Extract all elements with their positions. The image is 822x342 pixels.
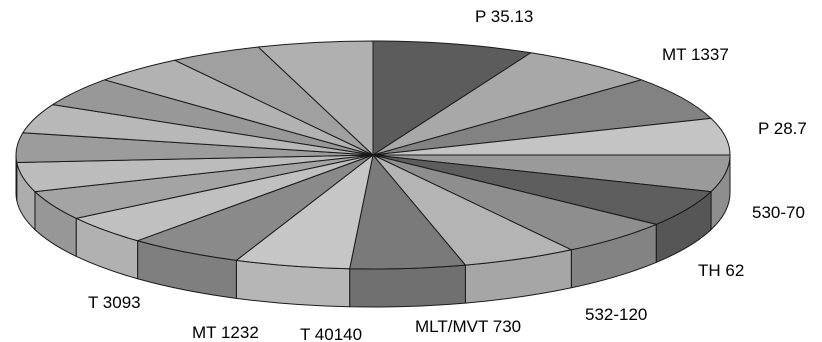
pie-slice-label-8: MLT/MVT 730 [415,317,521,336]
pie-slice-label-5: 530-70 [752,203,805,222]
pie-slice-label-10: MT 1232 [192,323,259,342]
pie-sides [15,154,731,308]
pie-slice-label-6: TH 62 [698,261,744,280]
pie-slice-label-9: T 40140 [300,325,362,342]
pie-tops [15,40,731,270]
pie-slice-2 [372,52,642,156]
pie-labels: P 35.13 MT 1337 P 28.7 530-70 TH 62 532-120 ML… [88,7,807,342]
pie-slice-label-1: P 35.13 [475,7,533,26]
pie-slice-side-9 [349,264,466,308]
pie-slice-label-7: 532-120 [585,305,647,324]
pie-slice-label-3: P 28.7 [758,119,807,138]
pie-slice-1 [372,40,532,156]
pie-slice-label-11: T 3093 [88,293,141,312]
pie-slice-3 [372,79,712,156]
pie-slice-20 [257,40,374,156]
pie-slice-label-2: MT 1337 [662,45,729,64]
